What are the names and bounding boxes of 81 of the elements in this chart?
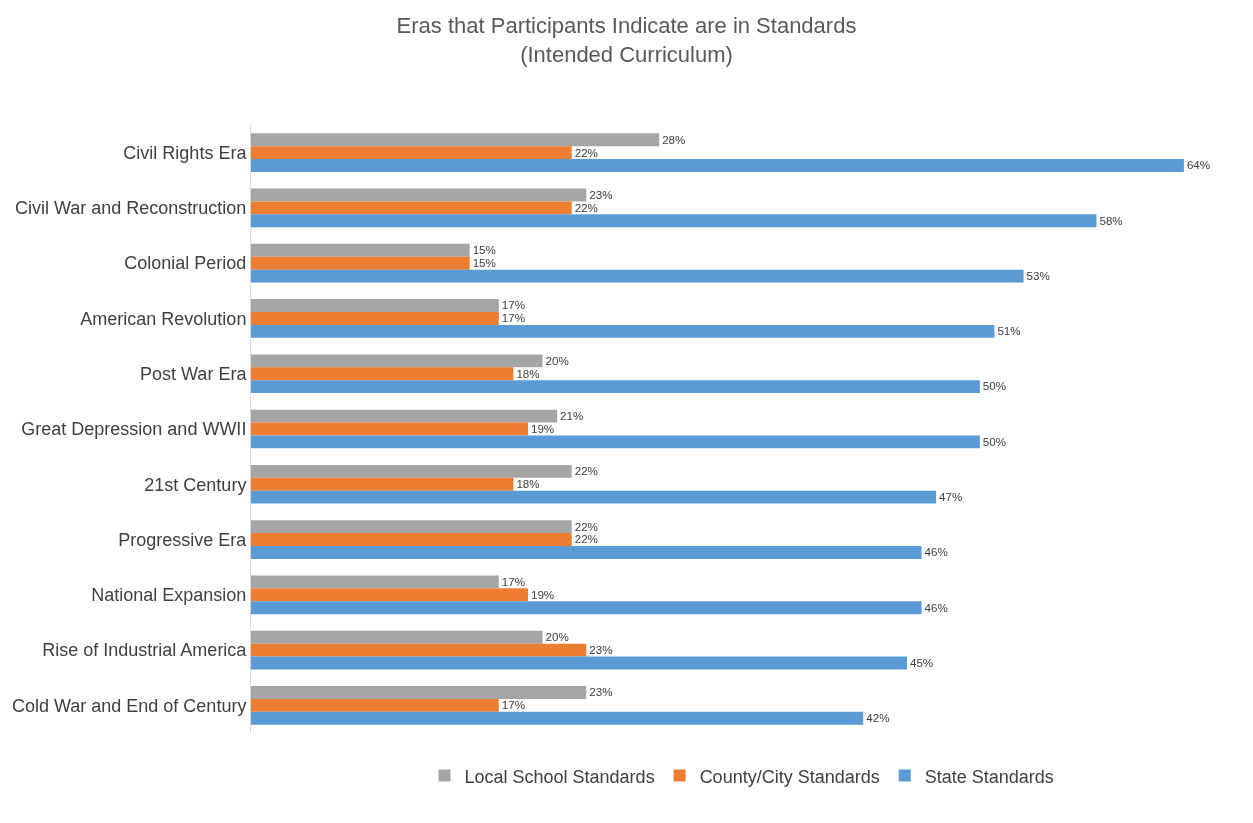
data-label: 22% bbox=[574, 145, 598, 159]
bar bbox=[251, 201, 572, 215]
bar bbox=[251, 533, 572, 546]
data-label: 18% bbox=[516, 477, 540, 491]
data-label: 46% bbox=[924, 600, 948, 614]
bar bbox=[251, 409, 558, 423]
data-label: 42% bbox=[866, 711, 890, 725]
bar bbox=[251, 299, 499, 313]
data-label: 17% bbox=[501, 311, 526, 325]
y-tick-label: Progressive Era bbox=[118, 529, 248, 550]
data-label: 22% bbox=[574, 464, 598, 478]
bar bbox=[251, 711, 864, 725]
bar bbox=[251, 630, 543, 644]
bar bbox=[251, 256, 470, 270]
bar bbox=[251, 354, 543, 368]
bar bbox=[251, 643, 587, 657]
y-tick-label: Colonial Period bbox=[124, 253, 247, 274]
bar bbox=[251, 214, 1097, 228]
bar bbox=[251, 146, 572, 160]
data-label: 64% bbox=[1186, 158, 1211, 172]
bar bbox=[251, 477, 514, 491]
data-label: 51% bbox=[997, 324, 1021, 338]
legend-label: County/City Standards bbox=[699, 766, 880, 787]
data-label: 18% bbox=[516, 366, 540, 380]
y-tick-label: Post War Era bbox=[140, 364, 248, 385]
data-label: 50% bbox=[982, 434, 1007, 448]
bar bbox=[251, 656, 907, 670]
y-tick-label: National Expansion bbox=[91, 585, 247, 606]
data-label: 20% bbox=[545, 630, 569, 644]
data-label: 47% bbox=[939, 490, 963, 504]
bar bbox=[251, 545, 922, 559]
bar bbox=[251, 601, 922, 615]
data-label: 22% bbox=[574, 200, 598, 214]
data-label: 19% bbox=[530, 421, 555, 435]
y-tick-label: Rise of Industrial America bbox=[42, 640, 248, 661]
data-label: 20% bbox=[545, 353, 569, 367]
y-tick-label: Great Depression and WWII bbox=[21, 419, 247, 440]
bar bbox=[251, 686, 587, 699]
bar bbox=[251, 575, 499, 589]
data-label: 15% bbox=[472, 256, 496, 270]
bar bbox=[251, 435, 980, 449]
bar bbox=[251, 243, 470, 257]
data-label: 46% bbox=[924, 545, 948, 559]
bar bbox=[251, 159, 1184, 172]
bar bbox=[251, 269, 1024, 283]
y-tick-label: American Revolution bbox=[80, 308, 247, 329]
y-tick-label: Cold War and End of Century bbox=[11, 695, 247, 716]
bar bbox=[251, 188, 587, 202]
legend-label: State Standards bbox=[924, 766, 1054, 787]
data-label: 15% bbox=[472, 243, 496, 257]
data-label: 17% bbox=[501, 698, 526, 712]
bar bbox=[251, 464, 572, 478]
bar bbox=[251, 324, 995, 338]
data-label: 45% bbox=[909, 655, 934, 669]
data-label: 23% bbox=[589, 685, 613, 699]
data-label: 17% bbox=[501, 298, 526, 312]
bar bbox=[251, 422, 528, 436]
bar bbox=[251, 367, 514, 381]
data-label: 21% bbox=[560, 408, 584, 422]
y-tick-label: Civil War and Reconstruction bbox=[14, 198, 247, 219]
bar bbox=[251, 520, 572, 534]
data-label: 19% bbox=[530, 587, 555, 601]
y-tick-label: Civil Rights Era bbox=[123, 142, 248, 163]
chart-title: Eras that Participants Indicate are in Standards (Intended Curriculum) bbox=[396, 12, 857, 67]
data-label: 58% bbox=[1099, 213, 1123, 227]
bar bbox=[251, 312, 499, 325]
data-label: 17% bbox=[501, 574, 526, 588]
data-label: 28% bbox=[662, 132, 686, 146]
bar bbox=[251, 588, 528, 602]
data-label: 50% bbox=[982, 379, 1007, 393]
data-label: 53% bbox=[1026, 268, 1050, 282]
data-label: 23% bbox=[589, 187, 613, 201]
data-label: 22% bbox=[574, 532, 598, 546]
legend-label: Local School Standards bbox=[464, 766, 655, 787]
bar bbox=[251, 133, 660, 147]
data-label: 23% bbox=[589, 642, 613, 656]
y-tick-label: 21st Century bbox=[144, 474, 247, 495]
bar bbox=[251, 698, 499, 712]
bar bbox=[251, 490, 937, 504]
data-label: 22% bbox=[574, 519, 598, 533]
bar bbox=[251, 380, 980, 394]
